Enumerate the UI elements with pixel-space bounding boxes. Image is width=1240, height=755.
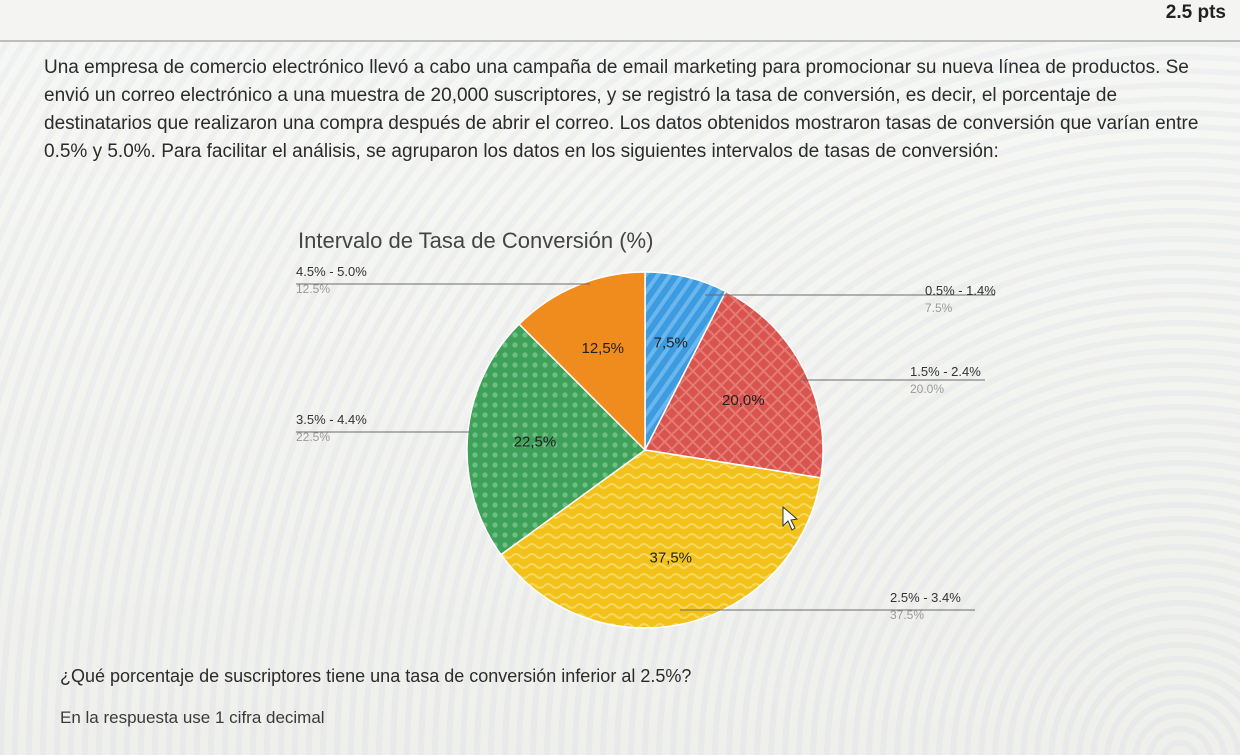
callout-category-1: 0.5% - 1.4% [925, 283, 996, 298]
pie-slice-3 [499, 449, 822, 629]
pie-slice-5 [518, 271, 646, 452]
callout-value-2: 20.0% [910, 382, 944, 396]
question-paragraph: Una empresa de comercio electrónico llev… [44, 57, 1199, 162]
pie-chart-svg: Intervalo de Tasa de Conversión (%) 7,5%… [296, 228, 996, 629]
subquestion-text: ¿Qué porcentaje de suscriptores tiene un… [60, 666, 692, 686]
pie-data-label-2: 20,0% [722, 392, 765, 409]
pie-data-label-3: 37,5% [649, 549, 692, 566]
answer-hint: En la respuesta use 1 cifra decimal [60, 708, 325, 727]
mouse-pointer-icon [782, 505, 799, 531]
callout-category-3: 2.5% - 3.4% [890, 590, 961, 605]
callout-category-5: 4.5% - 5.0% [296, 264, 367, 279]
callout-value-5: 12.5% [296, 282, 330, 296]
callout-value-3: 37.5% [890, 608, 924, 622]
question-body: Una empresa de comercio electrónico llev… [44, 54, 1219, 166]
pie-slice-2 [643, 290, 824, 479]
callout-value-4: 22.5% [296, 430, 330, 444]
question-header-bar [0, 0, 1240, 42]
pie-slice-4 [466, 323, 647, 556]
callout-category-4: 3.5% - 4.4% [296, 412, 367, 427]
points-label: 2.5 pts [1165, 2, 1226, 23]
pie-data-label-5: 12,5% [581, 340, 624, 357]
callout-category-2: 1.5% - 2.4% [910, 364, 981, 379]
pie-callouts: 0.5% - 1.4% 7.5% 1.5% - 2.4% 20.0% 2.5% - 3.… [296, 264, 996, 622]
pie-data-label-1: 7,5% [654, 335, 688, 352]
chart-title: Intervalo de Tasa de Conversión (%) [298, 228, 653, 253]
pie-data-label-4: 22,5% [514, 433, 557, 450]
pie-chart: Intervalo de Tasa de Conversión (%) 7,5%… [0, 200, 1240, 640]
callout-value-1: 7.5% [925, 301, 953, 315]
pie-slices: 7,5% 20,0% 37,5% 22,5% 12,5% [466, 271, 824, 629]
